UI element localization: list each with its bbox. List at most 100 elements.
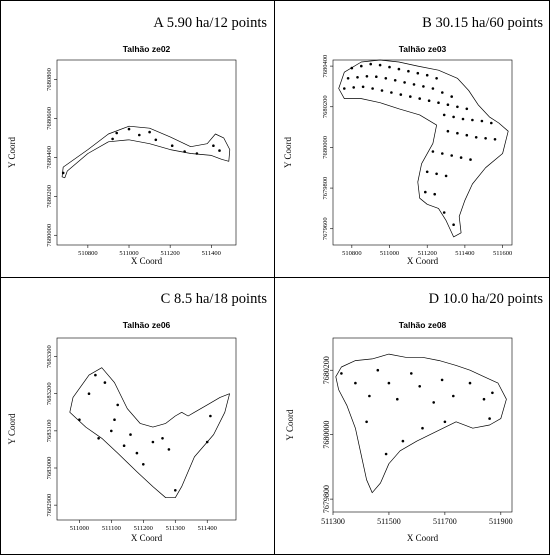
plot-title: Talhão ze06 (123, 320, 171, 330)
y-axis-label: Y Coord (7, 137, 17, 168)
sample-point (435, 172, 438, 176)
sample-point (410, 372, 413, 375)
sample-point (480, 119, 484, 123)
y-tick-label: 7683100 (46, 419, 53, 442)
y-tick-label: 7680000 (322, 136, 329, 159)
sample-point (378, 63, 382, 67)
sample-point (205, 440, 209, 444)
sample-point (421, 426, 424, 430)
x-tick-label: 511400 (455, 250, 474, 257)
sample-point (431, 87, 435, 90)
sample-point (399, 93, 403, 96)
panel-frame-d (274, 277, 550, 555)
y-axis-label: Y Coord (7, 413, 17, 444)
sample-point (424, 190, 427, 194)
sample-point (142, 463, 145, 466)
panel-frame-c (0, 277, 275, 555)
x-tick-label: 511000 (380, 250, 399, 257)
x-axis-label: X Coord (407, 256, 439, 266)
sample-point (412, 83, 416, 86)
sample-point (388, 65, 391, 69)
sample-point (442, 211, 446, 214)
plot-title: Talhão ze02 (123, 44, 171, 54)
sample-point (350, 66, 354, 70)
sample-point (212, 144, 215, 147)
panel-frame-b (274, 0, 550, 278)
sample-point (418, 385, 422, 388)
x-tick-label: 511000 (70, 525, 89, 532)
sample-point (425, 170, 429, 174)
plot-area (56, 337, 237, 521)
sample-point (161, 437, 164, 440)
sample-point (469, 158, 472, 161)
x-tick-label: 510800 (78, 250, 98, 257)
x-tick-label: 511500 (377, 517, 401, 526)
y-tick-label: 7680200 (46, 185, 53, 208)
sample-point (443, 420, 447, 424)
plot-title: Talhão ze03 (399, 44, 447, 54)
x-axis-label: X Coord (131, 533, 163, 543)
sample-point (151, 440, 155, 444)
sample-point (437, 101, 440, 104)
x-tick-label: 510800 (342, 250, 362, 257)
x-axis-label: X Coord (407, 533, 439, 543)
sample-point (459, 156, 463, 159)
sample-point (401, 439, 405, 443)
x-tick-label: 511400 (198, 525, 217, 532)
sample-point (442, 113, 446, 117)
sample-point (61, 171, 65, 175)
sample-point (209, 414, 212, 418)
sample-point (371, 87, 374, 90)
sample-point (148, 130, 151, 134)
sample-point (431, 150, 435, 153)
sample-point (452, 115, 455, 119)
sample-point (440, 378, 444, 382)
sample-point (115, 131, 118, 135)
sample-point (484, 137, 487, 140)
sample-point (393, 79, 397, 82)
y-tick-label: 7680000 (46, 224, 53, 247)
sample-point (375, 75, 378, 78)
sample-point (356, 76, 359, 79)
sample-point (78, 418, 81, 422)
sample-point (452, 394, 455, 398)
x-tick-label: 511300 (166, 525, 185, 532)
x-tick-label: 511200 (134, 525, 153, 532)
panel-label-c: C 8.5 ha/18 points (161, 291, 268, 307)
sample-point (450, 95, 454, 98)
sample-point (94, 373, 97, 377)
sample-point (403, 81, 406, 84)
sample-point (103, 381, 107, 384)
y-tick-label: 7680200 (322, 95, 329, 118)
sample-point (170, 144, 174, 147)
y-tick-label: 7680400 (322, 55, 329, 78)
sample-point (218, 149, 221, 152)
sample-point (446, 129, 450, 133)
sample-point (361, 85, 365, 89)
sample-point (110, 429, 113, 433)
y-tick-label: 7679600 (322, 217, 329, 240)
panel-frame-a (0, 0, 275, 278)
sample-point (111, 137, 114, 141)
sample-point (97, 437, 100, 440)
plot-ze02: Talhão ze02 510800 511000 511200 511400 76800… (7, 44, 237, 266)
sample-point (418, 97, 422, 100)
sample-point (116, 403, 119, 407)
sample-point (444, 174, 448, 178)
plot-title: Talhão ze08 (399, 320, 447, 330)
x-tick-label: 511200 (418, 250, 437, 257)
field-boundary (61, 125, 231, 179)
sample-point (425, 73, 429, 77)
sample-point (422, 85, 425, 88)
x-tick-label: 511400 (202, 250, 221, 257)
sample-point (446, 103, 450, 106)
sample-point (368, 394, 371, 398)
sample-point (360, 64, 363, 68)
x-tick-label: 511600 (493, 250, 512, 257)
sample-point (340, 372, 343, 375)
sample-point (441, 91, 444, 94)
x-tick-label: 511700 (433, 517, 457, 526)
sample-point (154, 138, 158, 142)
y-tick-label: 7680800 (46, 68, 53, 91)
sample-point (407, 69, 410, 73)
